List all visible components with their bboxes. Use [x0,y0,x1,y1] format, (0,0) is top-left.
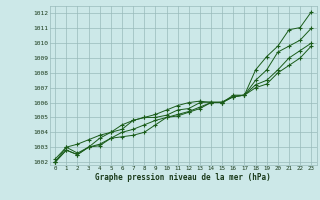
X-axis label: Graphe pression niveau de la mer (hPa): Graphe pression niveau de la mer (hPa) [95,173,271,182]
